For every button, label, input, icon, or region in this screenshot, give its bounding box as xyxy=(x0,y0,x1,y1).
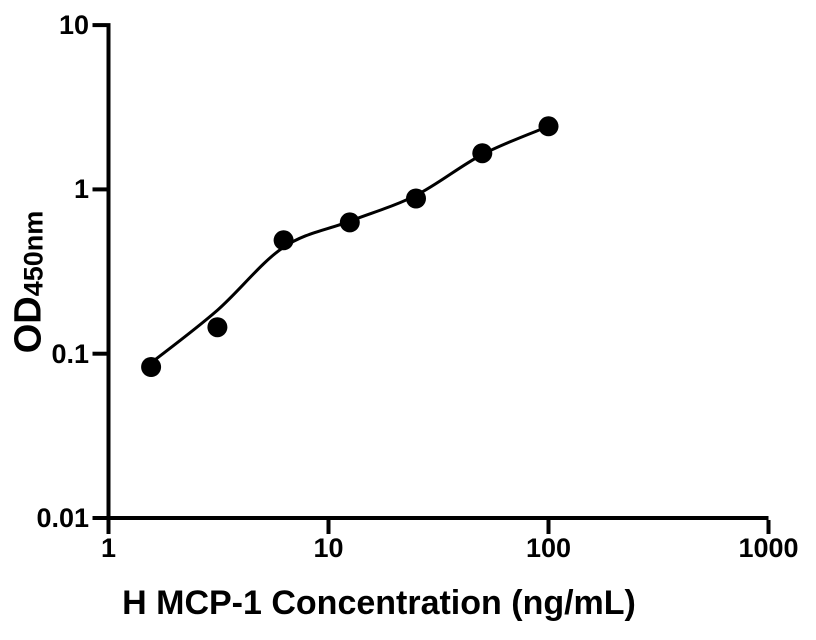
data-point xyxy=(339,212,360,233)
data-point xyxy=(141,357,162,377)
x-axis-title: H MCP-1 Concentration (ng/mL) xyxy=(122,584,636,622)
y-tick-label-1: 1 xyxy=(73,174,89,205)
data-point xyxy=(207,317,228,338)
data-point xyxy=(472,143,493,164)
y-tick-label-0.1: 0.1 xyxy=(51,338,89,369)
y-tick-label-10: 10 xyxy=(58,10,89,41)
x-tick-label-1000: 1000 xyxy=(738,533,799,563)
y-axis-title-subscript: 450nm xyxy=(18,210,49,297)
x-tick-label-10: 10 xyxy=(313,533,344,563)
data-point xyxy=(273,230,294,251)
y-axis-title: OD450nm xyxy=(8,211,51,354)
x-tick-label-1: 1 xyxy=(100,533,117,563)
data-point xyxy=(538,116,559,137)
x-tick-label-100: 100 xyxy=(525,533,572,563)
y-tick-label-0.01: 0.01 xyxy=(36,503,89,533)
y-axis-title-main: OD xyxy=(7,296,50,354)
data-point xyxy=(406,188,426,209)
